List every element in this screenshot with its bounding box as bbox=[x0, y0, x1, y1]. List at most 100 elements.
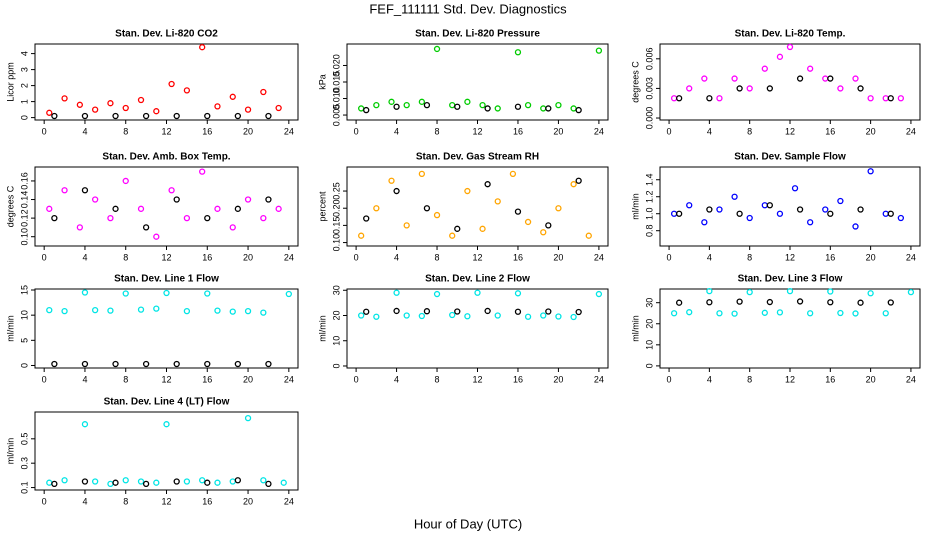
point bbox=[51, 480, 58, 488]
point bbox=[423, 308, 431, 315]
point bbox=[701, 75, 708, 82]
x-tick-label: 16 bbox=[513, 252, 523, 262]
point bbox=[363, 106, 370, 114]
point bbox=[454, 308, 461, 315]
point bbox=[418, 170, 426, 178]
y-tick-label: 20 bbox=[331, 310, 341, 320]
y-tick-label: 0.006 bbox=[644, 48, 654, 71]
y-tick-label: 0.010 bbox=[331, 87, 341, 110]
x-tick-label: 16 bbox=[202, 252, 212, 262]
y-axis-label: degrees C bbox=[630, 61, 640, 103]
point bbox=[214, 205, 221, 212]
x-tick-label: 24 bbox=[906, 374, 916, 384]
x-tick-label: 0 bbox=[667, 126, 672, 136]
point bbox=[555, 205, 562, 212]
point bbox=[204, 214, 211, 222]
y-tick-label: 1.2 bbox=[644, 190, 654, 203]
x-tick-label: 12 bbox=[472, 374, 482, 384]
point bbox=[418, 98, 426, 105]
point bbox=[107, 480, 114, 488]
point bbox=[887, 95, 894, 102]
x-tick-label: 8 bbox=[747, 374, 752, 384]
x-tick-label: 4 bbox=[394, 374, 399, 384]
y-tick-label: 10 bbox=[331, 336, 341, 346]
point bbox=[142, 360, 150, 368]
x-tick-label: 16 bbox=[202, 496, 212, 506]
x-tick-label: 8 bbox=[435, 374, 440, 384]
x-tick-label: 4 bbox=[394, 126, 399, 136]
point bbox=[555, 313, 562, 320]
point bbox=[163, 421, 170, 428]
x-tick-label: 24 bbox=[594, 252, 604, 262]
x-tick-label: 8 bbox=[435, 252, 440, 262]
point bbox=[827, 288, 834, 295]
point bbox=[363, 308, 370, 315]
point bbox=[265, 480, 272, 488]
y-tick-label: 20 bbox=[644, 319, 654, 329]
point bbox=[199, 168, 206, 175]
point bbox=[76, 224, 84, 231]
y-tick-label: 0.020 bbox=[331, 54, 341, 77]
point bbox=[686, 202, 693, 209]
y-tick-label: 0.005 bbox=[331, 104, 341, 127]
point bbox=[244, 307, 252, 315]
point bbox=[887, 299, 894, 306]
x-tick-label: 12 bbox=[161, 252, 171, 262]
point bbox=[388, 177, 395, 184]
point bbox=[570, 313, 577, 321]
point bbox=[736, 298, 743, 305]
x-tick-label: 0 bbox=[42, 374, 47, 384]
point bbox=[514, 103, 522, 110]
point bbox=[91, 196, 99, 203]
point bbox=[285, 290, 292, 298]
point bbox=[822, 206, 829, 213]
point bbox=[796, 298, 804, 305]
point bbox=[173, 360, 180, 368]
point bbox=[776, 210, 784, 217]
point bbox=[675, 210, 683, 217]
panel-title: Stan. Dev. Li-820 Temp. bbox=[735, 29, 846, 40]
point bbox=[545, 222, 552, 229]
y-tick-label: 0 bbox=[19, 115, 29, 120]
point bbox=[265, 196, 272, 203]
point bbox=[746, 85, 753, 92]
point bbox=[280, 479, 287, 486]
point bbox=[433, 45, 441, 53]
x-axis-label: Hour of Day (UTC) bbox=[414, 516, 522, 531]
x-tick-label: 20 bbox=[553, 252, 563, 262]
x-tick-label: 20 bbox=[866, 374, 876, 384]
point bbox=[670, 310, 678, 317]
x-tick-label: 4 bbox=[707, 252, 712, 262]
plot-frame bbox=[34, 166, 299, 247]
point bbox=[867, 290, 874, 297]
point bbox=[81, 360, 89, 368]
point bbox=[76, 101, 84, 108]
x-tick-label: 24 bbox=[906, 252, 916, 262]
point bbox=[51, 214, 58, 222]
point bbox=[701, 219, 708, 226]
point bbox=[867, 95, 874, 102]
panel-title: Stan. Dev. Line 2 Flow bbox=[425, 274, 530, 285]
x-tick-label: 4 bbox=[82, 374, 87, 384]
plot-frame bbox=[659, 166, 921, 247]
y-tick-label: 30 bbox=[644, 298, 654, 308]
x-tick-label: 20 bbox=[553, 374, 563, 384]
point bbox=[716, 95, 723, 102]
plot-frame bbox=[34, 43, 299, 121]
x-tick-label: 0 bbox=[42, 496, 47, 506]
point bbox=[786, 287, 794, 295]
x-tick-label: 8 bbox=[123, 252, 128, 262]
point bbox=[403, 101, 410, 109]
x-tick-label: 12 bbox=[785, 126, 795, 136]
point bbox=[153, 108, 160, 115]
point bbox=[837, 85, 844, 92]
x-tick-label: 12 bbox=[472, 126, 482, 136]
x-tick-label: 8 bbox=[123, 126, 128, 136]
y-tick-label: 0.015 bbox=[331, 71, 341, 94]
y-tick-label: 2 bbox=[19, 83, 29, 88]
x-tick-label: 16 bbox=[202, 374, 212, 384]
point bbox=[454, 225, 461, 232]
point bbox=[393, 103, 400, 110]
point bbox=[214, 103, 221, 110]
panel-title: Stan. Dev. Li-820 Pressure bbox=[415, 29, 540, 40]
